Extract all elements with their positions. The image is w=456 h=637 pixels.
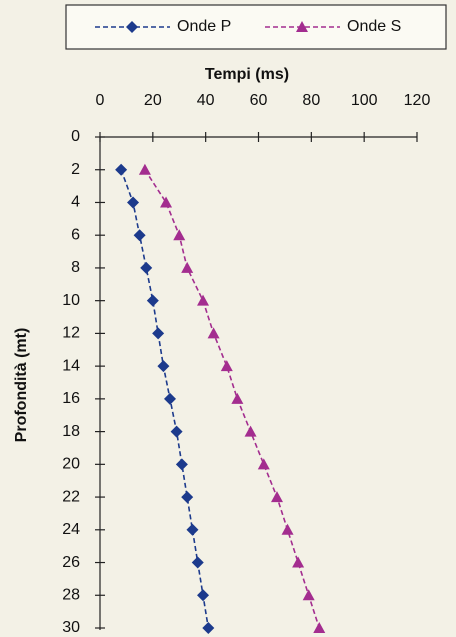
x-tick-label: 20	[144, 92, 162, 109]
marker	[313, 622, 326, 633]
y-tick-label: 18	[62, 423, 80, 440]
marker	[157, 360, 170, 373]
marker	[152, 327, 165, 340]
marker	[191, 556, 204, 569]
y-tick-label: 20	[62, 456, 80, 473]
y-tick-label: 8	[71, 259, 80, 276]
marker	[302, 589, 315, 601]
y-tick-label: 14	[62, 357, 80, 374]
marker	[207, 327, 220, 339]
legend-marker	[296, 21, 308, 32]
x-axis-title: Tempi (ms)	[205, 66, 289, 83]
marker	[270, 491, 283, 503]
marker	[244, 425, 257, 437]
x-tick-label: 0	[96, 92, 105, 109]
x-tick-label: 80	[302, 92, 320, 109]
marker	[231, 392, 244, 404]
marker	[160, 196, 173, 208]
y-tick-label: 16	[62, 390, 80, 407]
y-tick-label: 12	[62, 325, 80, 342]
y-tick-label: 26	[62, 554, 80, 571]
marker	[197, 589, 210, 602]
marker	[164, 392, 177, 405]
marker	[181, 491, 194, 504]
marker	[133, 229, 146, 242]
marker	[220, 360, 233, 372]
marker	[186, 523, 199, 536]
y-axis-title: Profondità (mt)	[13, 328, 30, 443]
legend-label: Onde P	[177, 18, 231, 35]
y-tick-label: 30	[62, 619, 80, 636]
marker	[170, 425, 183, 438]
marker	[146, 294, 159, 307]
y-tick-label: 10	[62, 292, 80, 309]
marker	[115, 163, 128, 176]
legend-label: Onde S	[347, 18, 401, 35]
marker	[281, 523, 294, 535]
y-tick-label: 0	[71, 128, 80, 145]
y-tick-label: 4	[71, 194, 80, 211]
marker	[138, 163, 151, 175]
marker	[257, 458, 270, 470]
x-tick-label: 100	[351, 92, 378, 109]
marker	[181, 261, 194, 273]
legend-marker	[126, 21, 138, 33]
x-tick-label: 120	[404, 92, 431, 109]
marker	[140, 261, 153, 274]
y-tick-label: 22	[62, 488, 80, 505]
x-tick-label: 40	[197, 92, 215, 109]
y-tick-label: 6	[71, 226, 80, 243]
y-tick-label: 28	[62, 586, 80, 603]
x-tick-label: 60	[250, 92, 268, 109]
y-tick-label: 2	[71, 161, 80, 178]
marker	[292, 556, 305, 568]
marker	[175, 458, 188, 471]
marker	[202, 622, 215, 634]
marker	[173, 229, 186, 241]
marker	[127, 196, 140, 209]
marker	[197, 294, 210, 306]
y-tick-label: 24	[62, 521, 80, 538]
